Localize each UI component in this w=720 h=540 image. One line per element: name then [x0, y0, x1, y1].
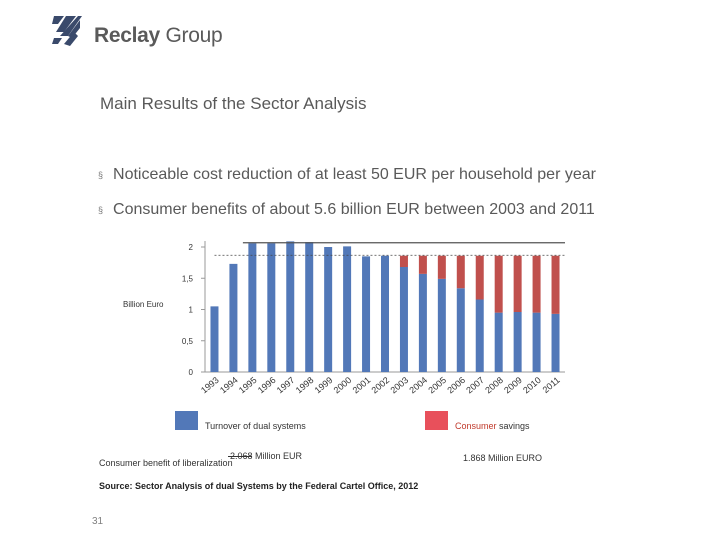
legend-label-turnover: Turnover of dual systems: [205, 421, 306, 431]
bar-turnover: [399, 267, 408, 372]
reclay-logo-icon: [52, 16, 82, 46]
x-tick-label: 2011: [541, 375, 562, 395]
x-tick-label: 2007: [464, 375, 486, 396]
bullet-item: § Noticeable cost reduction of at least 5…: [98, 166, 596, 184]
y-tick-label: 2: [189, 243, 194, 252]
x-tick-label: 2008: [483, 375, 505, 396]
bar-savings: [437, 255, 446, 279]
bar-turnover: [343, 246, 352, 372]
bar-turnover: [229, 263, 238, 372]
x-tick-label: 2010: [521, 375, 543, 396]
bar-turnover: [418, 273, 427, 372]
source-note: Source: Sector Analysis of dual Systems …: [99, 481, 419, 491]
x-tick-label: 2004: [407, 375, 429, 396]
y-tick-label: 0: [189, 368, 194, 377]
x-tick-label: 2009: [502, 375, 524, 396]
bar-turnover: [286, 241, 295, 372]
y-tick-label: 1: [189, 306, 194, 315]
annotation-divider: [228, 456, 252, 457]
bullet-marker-icon: §: [98, 204, 104, 215]
bar-turnover: [324, 247, 333, 372]
bar-savings: [475, 255, 484, 300]
bar-turnover: [210, 306, 219, 372]
brand-name: Reclay Group: [94, 24, 223, 48]
bullet-marker-icon: §: [98, 169, 104, 180]
slide-title: Main Results of the Sector Analysis: [100, 94, 367, 113]
bar-turnover: [551, 313, 560, 372]
bullet-text: Consumer benefits of about 5.6 billion E…: [113, 201, 595, 218]
legend-label-savings-rest: savings: [496, 421, 530, 431]
bar-savings: [532, 255, 541, 313]
x-tick-label: 2005: [426, 375, 448, 396]
y-tick-label: 0,5: [182, 337, 194, 346]
bar-turnover: [532, 312, 541, 372]
legend-label-savings-highlight: Consumer: [455, 421, 497, 431]
bar-savings: [456, 255, 465, 289]
benefit-label: Consumer benefit of liberalization: [99, 458, 233, 468]
bar-turnover: [248, 243, 257, 372]
x-tick-label: 2002: [370, 375, 392, 396]
x-tick-label: 2001: [351, 375, 373, 396]
bar-turnover: [513, 312, 522, 372]
bar-savings: [399, 255, 408, 267]
bar-turnover: [437, 278, 446, 372]
bar-turnover: [456, 288, 465, 372]
bar-turnover: [475, 299, 484, 372]
bar-turnover: [305, 242, 314, 372]
bar-savings: [551, 255, 560, 314]
bar-turnover: [494, 312, 503, 372]
y-axis-label: Billion Euro: [123, 300, 164, 309]
bar-savings: [513, 255, 522, 312]
bar-turnover: [362, 256, 371, 372]
y-tick-label: 1,5: [182, 274, 194, 283]
bar-savings: [494, 255, 503, 313]
x-tick-label: 1997: [275, 375, 297, 396]
legend-label-savings: Consumer savings: [455, 421, 530, 431]
bullet-text: Noticeable cost reduction of at least 50…: [113, 166, 596, 183]
x-tick-label: 1993: [199, 375, 221, 396]
x-tick-label: 1996: [256, 375, 278, 396]
x-tick-label: 2003: [388, 375, 410, 396]
bar-savings: [418, 255, 427, 274]
bullet-item: § Consumer benefits of about 5.6 billion …: [98, 201, 595, 219]
legend-swatch-savings: [425, 411, 448, 430]
x-tick-label: 2006: [445, 375, 467, 396]
x-tick-label: 1995: [237, 375, 259, 396]
brand-name-light: Group: [165, 24, 223, 47]
x-tick-label: 2000: [332, 375, 354, 396]
bar-turnover: [267, 243, 276, 372]
savings-value: 1.868 Million EURO: [463, 453, 543, 463]
x-tick-label: 1998: [294, 375, 316, 396]
brand-name-bold: Reclay: [94, 24, 160, 47]
legend-swatch-turnover: [175, 411, 198, 430]
x-tick-label: 1994: [218, 375, 240, 396]
turnover-value: 2.068 Million EUR: [230, 451, 303, 461]
page-number: 31: [92, 516, 104, 527]
x-tick-label: 1999: [313, 375, 335, 396]
bar-turnover: [381, 255, 389, 372]
